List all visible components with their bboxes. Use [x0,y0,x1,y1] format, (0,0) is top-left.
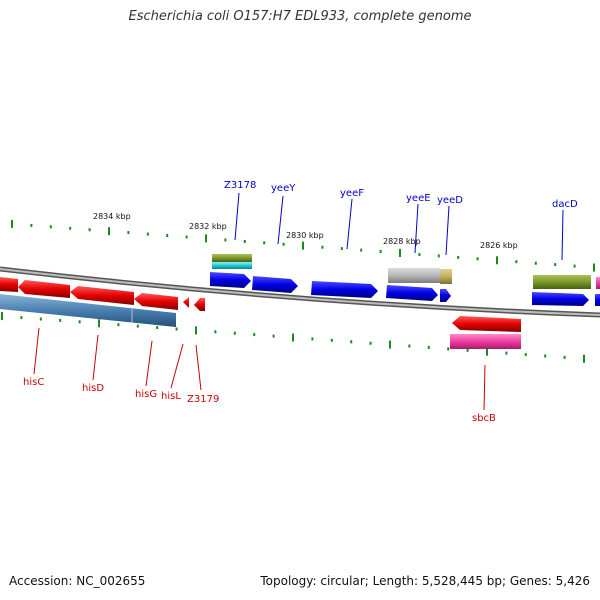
label-yeey[interactable]: yeeY [271,183,296,194]
scale-ticks-bottom [1,312,585,363]
gene-hisl[interactable] [183,297,189,308]
map-title: Escherichia coli O157:H7 EDL933, complet… [128,9,472,24]
gene-yeey[interactable] [252,276,298,293]
scale-labels: 2834 kbp 2832 kbp 2830 kbp 2828 kbp 2826… [93,212,518,250]
label-hisg[interactable]: hisG [135,389,157,400]
cds-tan-yeed[interactable] [440,269,452,284]
gene-hisc[interactable] [18,280,70,298]
gene-hisg[interactable] [134,293,178,310]
gene-partial-left[interactable] [0,277,18,292]
scale-ticks-top [11,219,595,272]
label-yeee[interactable]: yeeE [406,193,431,204]
label-yeef[interactable]: yeeF [340,188,364,199]
label-hisl[interactable]: hisL [161,391,181,402]
reverse-genes [0,277,521,332]
accession-text: Accession: NC_002655 [9,574,146,588]
label-sbcb[interactable]: sbcB [472,413,496,424]
gene-labels-bottom: hisC hisD hisG hisL Z3179 sbcB [23,327,496,424]
label-hisc[interactable]: hisC [23,377,44,388]
label-dacd[interactable]: dacD [552,199,578,210]
forward-genes [210,272,600,306]
gene-hisd[interactable] [70,286,134,305]
label-z3178[interactable]: Z3178 [224,180,256,191]
gene-dacd[interactable] [532,292,589,306]
cds-pink-partial-right[interactable] [596,277,600,289]
scale-label-2830: 2830 kbp [286,231,324,240]
gene-partial-right[interactable] [595,294,600,306]
cds-grey-yeee[interactable] [388,268,440,283]
genome-summary-text: Topology: circular; Length: 5,528,445 bp… [260,574,590,588]
cds-olive-z3178[interactable] [212,254,252,262]
gene-yeed[interactable] [440,289,451,302]
gene-labels-top: Z3178 yeeY yeeF yeeE yeeD dacD [224,180,578,261]
label-hisd[interactable]: hisD [82,383,104,394]
scale-label-2832: 2832 kbp [189,222,227,231]
scale-label-2828: 2828 kbp [383,237,421,246]
gene-sbcb[interactable] [452,316,521,332]
gene-z3179[interactable] [194,298,205,311]
gene-z3178[interactable] [210,272,251,288]
label-z3179[interactable]: Z3179 [187,394,219,405]
scale-label-2826: 2826 kbp [480,241,518,250]
gene-yeee[interactable] [386,285,438,301]
forward-cds-track [212,254,591,289]
gene-yeef[interactable] [311,281,378,298]
reverse-cds-track [0,294,521,349]
scale-label-2834: 2834 kbp [93,212,131,221]
genome-backbone [0,266,600,318]
label-yeed[interactable]: yeeD [437,195,463,206]
cds-olive-dacd[interactable] [533,275,591,289]
cds-cyan-z3178[interactable] [212,262,252,269]
cds-pink-sbcb[interactable] [450,334,521,349]
